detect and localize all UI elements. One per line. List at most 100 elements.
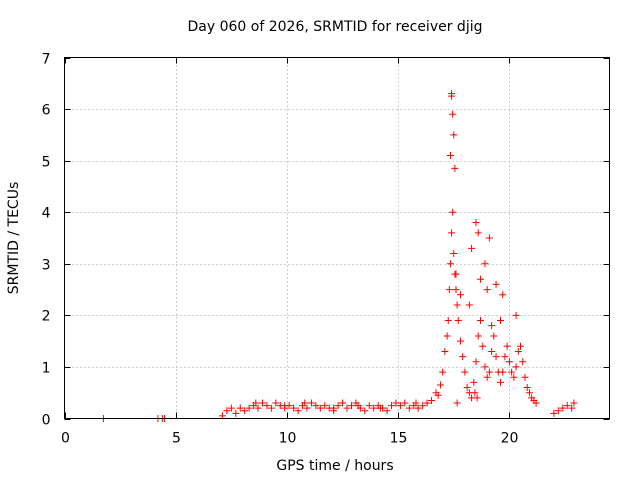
data-point <box>459 353 467 361</box>
data-point <box>263 402 271 410</box>
data-point <box>450 131 458 139</box>
data-point <box>449 208 457 216</box>
data-point <box>412 399 420 407</box>
data-point <box>414 404 422 412</box>
data-point <box>446 260 454 268</box>
data-point <box>474 229 482 237</box>
data-point <box>492 353 500 361</box>
data-point <box>483 286 491 294</box>
data-point <box>488 347 496 355</box>
data-point <box>485 234 493 242</box>
data-point <box>258 399 266 407</box>
data-point <box>465 301 473 309</box>
data-point <box>419 402 427 410</box>
data-point <box>294 407 302 415</box>
data-point <box>490 332 498 340</box>
data-point <box>321 402 329 410</box>
plot-frame <box>64 57 610 419</box>
data-point <box>316 404 324 412</box>
data-point <box>508 368 516 376</box>
data-point <box>312 402 320 410</box>
data-point <box>525 389 533 397</box>
data-point <box>303 404 311 412</box>
data-point <box>559 404 567 412</box>
x-axis-label: GPS time / hours <box>276 458 393 474</box>
data-point <box>452 270 460 278</box>
y-tick-label: 3 <box>42 258 51 274</box>
data-point <box>443 332 451 340</box>
data-point <box>512 363 520 371</box>
data-point <box>499 368 507 376</box>
data-point <box>481 260 489 268</box>
data-point <box>503 342 511 350</box>
data-point <box>488 322 496 330</box>
data-point <box>450 249 458 257</box>
data-point <box>245 404 253 412</box>
data-point <box>449 110 457 118</box>
data-point <box>514 347 522 355</box>
data-point <box>281 402 289 410</box>
data-point <box>396 402 404 410</box>
data-point <box>452 286 460 294</box>
data-point <box>512 311 520 319</box>
data-point <box>481 363 489 371</box>
data-point <box>254 404 262 412</box>
x-tick-label: 0 <box>61 431 70 447</box>
data-point <box>307 399 315 407</box>
data-point <box>554 407 562 415</box>
data-point <box>476 275 484 283</box>
data-point <box>468 244 476 252</box>
chart-title: Day 060 of 2026, SRMTID for receiver dji… <box>188 19 483 35</box>
data-point <box>441 347 449 355</box>
data-point <box>361 407 369 415</box>
data-point <box>301 399 309 407</box>
data-point <box>423 399 431 407</box>
y-axis-label: SRMTID / TECUs <box>6 182 22 295</box>
data-point <box>485 368 493 376</box>
data-point <box>272 399 280 407</box>
y-tick-label: 2 <box>42 309 51 325</box>
y-tick-label: 7 <box>42 52 51 68</box>
data-point <box>446 151 454 159</box>
data-point <box>445 286 453 294</box>
data-point <box>330 404 338 412</box>
data-point <box>236 404 244 412</box>
data-point <box>227 404 235 412</box>
data-point <box>392 399 400 407</box>
data-point <box>517 342 525 350</box>
data-point <box>439 368 447 376</box>
data-point <box>290 404 298 412</box>
data-point <box>483 373 491 381</box>
y-tick-label: 4 <box>42 206 51 222</box>
axis-ticks <box>64 57 610 420</box>
x-tick-label: 20 <box>501 431 519 447</box>
data-point <box>444 317 452 325</box>
data-point <box>428 396 436 404</box>
data-point <box>532 399 540 407</box>
data-point <box>492 280 500 288</box>
data-point <box>383 407 391 415</box>
data-point <box>550 409 558 417</box>
data-point <box>354 402 362 410</box>
data-point <box>474 332 482 340</box>
data-point <box>232 409 240 417</box>
x-tick-labels: 0 5 10 15 20 <box>61 431 518 447</box>
y-tick-label: 0 <box>42 413 51 429</box>
data-point <box>456 291 464 299</box>
data-point <box>568 404 576 412</box>
data-point <box>339 399 347 407</box>
data-point <box>505 358 513 366</box>
y-tick-label: 1 <box>42 361 51 377</box>
data-point <box>523 384 531 392</box>
data-point <box>370 404 378 412</box>
data-point <box>461 368 469 376</box>
y-tick-label: 5 <box>42 155 51 171</box>
data-point <box>436 381 444 389</box>
data-point <box>497 317 504 325</box>
data-point <box>479 342 487 350</box>
data-point <box>448 92 456 100</box>
data-point <box>343 404 351 412</box>
data-point <box>563 402 571 410</box>
data-point <box>510 373 518 381</box>
